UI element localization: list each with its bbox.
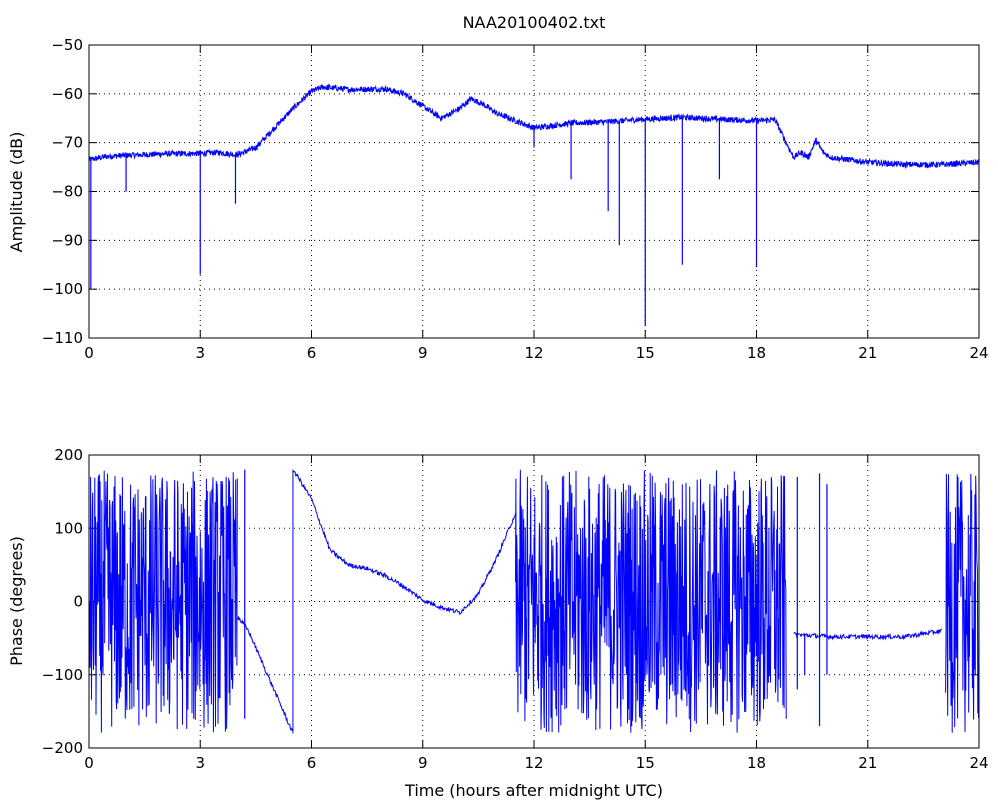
x-tick-label: 12 bbox=[524, 754, 543, 772]
x-tick-label: 21 bbox=[858, 344, 877, 362]
chart-title: NAA20100402.txt bbox=[463, 13, 606, 32]
x-tick-label: 18 bbox=[747, 344, 766, 362]
x-tick-label: 21 bbox=[858, 754, 877, 772]
y-tick-label: −200 bbox=[42, 739, 83, 757]
phase-chart: 0 3 6 9 12 15 18 21 24 −200 −100 0 100 200 Phase (deg… bbox=[7, 446, 989, 800]
y-tick-label: 200 bbox=[54, 446, 83, 464]
x-tick-label: 6 bbox=[307, 754, 317, 772]
y-tick-label: −50 bbox=[51, 36, 83, 54]
y-tick-label: −80 bbox=[51, 183, 83, 201]
x-tick-label: 15 bbox=[636, 344, 655, 362]
phase-noise-band bbox=[945, 473, 980, 733]
x-tick-label: 24 bbox=[969, 754, 988, 772]
amplitude-line bbox=[88, 83, 980, 170]
y-tick-label: −100 bbox=[42, 280, 83, 298]
amplitude-chart: NAA20100402.txt 0 3 6 9 12 15 18 21 24 −110 −100 −9… bbox=[7, 13, 989, 362]
y-tick-label: −100 bbox=[42, 666, 83, 684]
x-tick-label: 15 bbox=[636, 754, 655, 772]
phase-trend-line bbox=[236, 615, 294, 732]
x-tick-label: 6 bbox=[307, 344, 317, 362]
x-tick-label: 18 bbox=[747, 754, 766, 772]
x-tick-label: 9 bbox=[418, 344, 428, 362]
y-tick-label: −60 bbox=[51, 85, 83, 103]
plot-frame bbox=[88, 44, 980, 339]
series bbox=[88, 83, 980, 326]
x-tick-label: 12 bbox=[524, 344, 543, 362]
phase-noise-band bbox=[515, 469, 787, 733]
y-tick-label: 100 bbox=[54, 519, 83, 537]
ticks: 0 3 6 9 12 15 18 21 24 −110 −100 −90 −80 −70 −60 −50 bbox=[42, 36, 989, 362]
plot-frame bbox=[88, 454, 980, 749]
x-tick-label: 3 bbox=[195, 754, 205, 772]
y-tick-label: −70 bbox=[51, 134, 83, 152]
series bbox=[88, 469, 980, 734]
x-axis-title: Time (hours after midnight UTC) bbox=[404, 781, 663, 800]
y-axis-title: Phase (degrees) bbox=[7, 536, 26, 666]
x-tick-label: 9 bbox=[418, 754, 428, 772]
phase-trend-line bbox=[292, 470, 516, 616]
y-tick-label: −110 bbox=[42, 329, 83, 347]
y-tick-label: 0 bbox=[73, 593, 83, 611]
phase-noise-band bbox=[88, 470, 238, 733]
y-axis-title: Amplitude (dB) bbox=[7, 132, 26, 253]
x-tick-label: 0 bbox=[84, 754, 94, 772]
phase-trend-line bbox=[793, 628, 943, 641]
y-tick-label: −90 bbox=[51, 231, 83, 249]
x-tick-label: 3 bbox=[195, 344, 205, 362]
x-tick-label: 24 bbox=[969, 344, 988, 362]
x-tick-label: 0 bbox=[84, 344, 94, 362]
